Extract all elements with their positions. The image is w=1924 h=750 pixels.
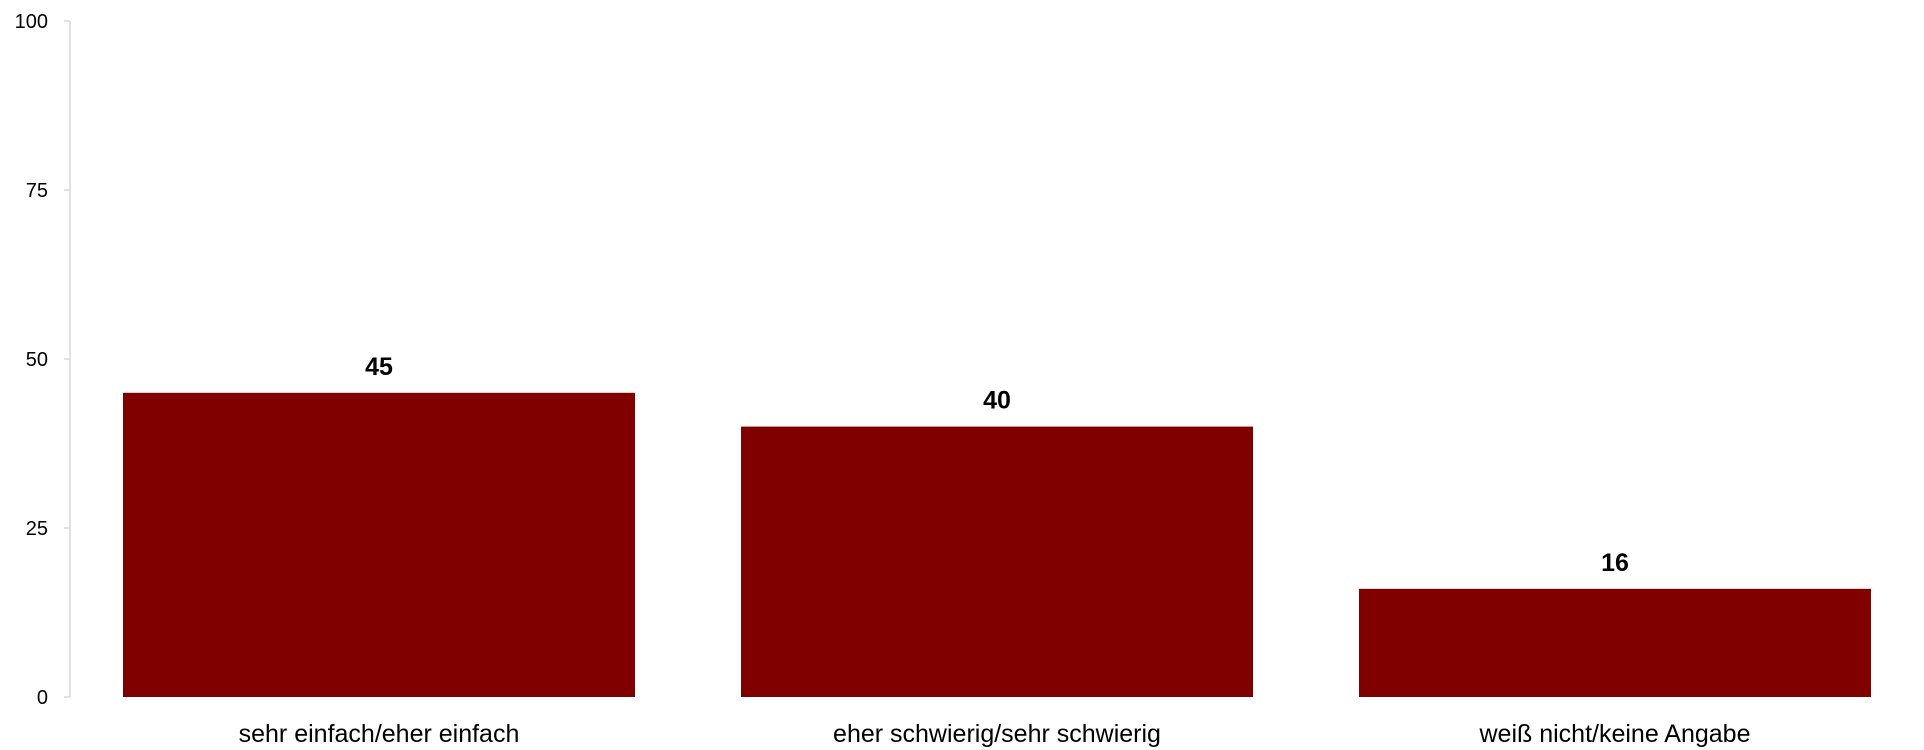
value-labels: 45 40 16 xyxy=(365,353,1629,577)
y-tick-label: 25 xyxy=(26,518,48,540)
bar-value-label: 40 xyxy=(983,387,1011,415)
category-label: weiß nicht/keine Angabe xyxy=(1478,720,1750,748)
bars xyxy=(123,392,1871,697)
y-axis: 0 25 50 75 100 xyxy=(15,11,71,709)
bar xyxy=(741,426,1253,697)
y-tick-label: 100 xyxy=(15,11,48,33)
bar-value-label: 45 xyxy=(365,353,393,381)
bar xyxy=(123,392,635,697)
bar-value-label: 16 xyxy=(1601,549,1629,577)
y-tick-label: 50 xyxy=(26,349,48,371)
category-label: sehr einfach/eher einfach xyxy=(239,720,520,748)
bar xyxy=(1359,588,1871,697)
y-tick-label: 75 xyxy=(26,180,48,202)
category-labels: sehr einfach/eher einfach eher schwierig/… xyxy=(239,720,1751,748)
y-tick-label: 0 xyxy=(37,687,48,709)
category-label: eher schwierig/sehr schwierig xyxy=(833,720,1161,748)
